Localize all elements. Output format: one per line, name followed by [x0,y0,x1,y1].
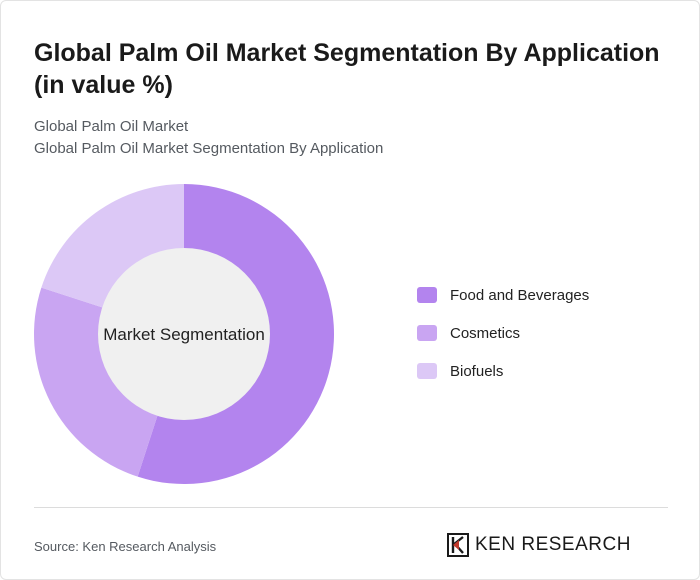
donut-center-label: Market Segmentation [103,325,265,344]
subtitle-line-1: Global Palm Oil Market [34,118,189,135]
legend-item: Biofuels [417,361,589,381]
legend-label: Biofuels [450,362,504,380]
subtitle-line-2: Global Palm Oil Market Segmentation By A… [34,140,384,157]
chart-subtitle: Global Palm Oil Market Global Palm Oil M… [34,116,383,160]
chart-title: Global Palm Oil Market Segmentation By A… [34,39,660,99]
logo-text: KEN RESEARCH [475,534,631,555]
legend-swatch [417,287,437,303]
ken-research-logo: KEN RESEARCH [447,533,631,557]
chart-legend: Food and Beverages Cosmetics Biofuels [417,285,589,399]
footer-divider [34,507,668,508]
source-note: Source: Ken Research Analysis [34,539,217,554]
donut-center [98,248,270,420]
legend-item: Cosmetics [417,323,589,343]
donut-chart: Market Segmentation [33,184,335,484]
legend-swatch [417,363,437,379]
legend-label: Cosmetics [450,324,521,342]
legend-swatch [417,325,437,341]
legend-item: Food and Beverages [417,285,589,305]
ken-research-logo-icon [447,533,469,557]
legend-label: Food and Beverages [450,286,590,304]
